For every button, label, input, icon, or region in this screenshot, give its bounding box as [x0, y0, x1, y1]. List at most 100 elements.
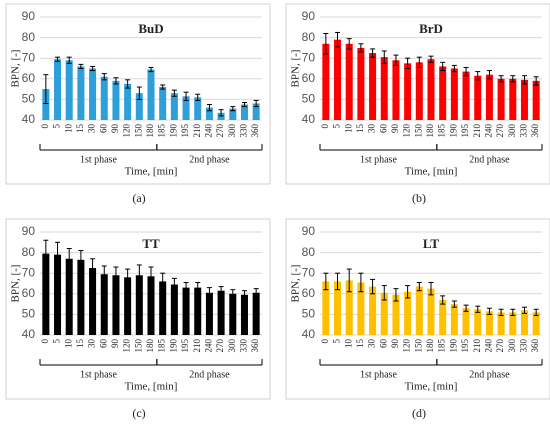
bar	[124, 83, 132, 120]
panel-label: (d)	[412, 406, 426, 420]
x-tick-label: 300	[507, 339, 517, 353]
x-tick-label: 270	[215, 339, 225, 353]
error-bar	[405, 285, 411, 299]
bar	[252, 103, 260, 120]
y-tick-label: 90	[302, 9, 316, 23]
bar	[229, 108, 237, 120]
bar	[497, 312, 505, 335]
error-bar	[90, 65, 96, 72]
panel-frame	[5, 218, 271, 400]
panel-frame	[5, 3, 271, 185]
bar	[42, 253, 50, 335]
y-tick-label: 90	[22, 224, 36, 238]
group-label: 2nd phase	[189, 154, 230, 165]
x-axis-title: Time, [min]	[125, 166, 178, 178]
x-tick-label: 120	[402, 339, 412, 353]
error-bar	[381, 50, 387, 64]
x-tick-label: 180	[425, 124, 435, 138]
group-label: 2nd phase	[469, 154, 510, 165]
x-tick-label: 150	[133, 124, 143, 138]
bar	[427, 59, 435, 120]
x-tick-label: 90	[390, 339, 400, 349]
x-tick-label: 270	[495, 339, 505, 353]
x-tick-label: 190	[168, 339, 178, 353]
x-tick-label: 190	[448, 339, 458, 353]
bar	[217, 112, 225, 120]
bar	[404, 63, 412, 120]
chart-title: BrD	[419, 21, 443, 36]
error-bar	[463, 66, 469, 77]
error-bar	[346, 268, 352, 293]
x-tick-label: 240	[203, 339, 213, 353]
x-tick-label: 240	[483, 124, 493, 138]
error-bar	[440, 61, 446, 72]
y-tick-label: 40	[22, 112, 36, 126]
x-tick-label: 30	[367, 124, 377, 134]
bar	[345, 43, 353, 120]
panel-label: (b)	[412, 191, 426, 205]
error-bar	[55, 56, 61, 62]
bar	[439, 66, 447, 120]
x-axis-title: Time, [min]	[125, 381, 178, 393]
bar	[89, 68, 97, 120]
bar	[462, 308, 470, 335]
bar	[100, 76, 108, 120]
bar	[485, 74, 493, 120]
error-bar	[66, 247, 72, 270]
x-tick-label: 60	[378, 124, 388, 134]
y-tick-label: 50	[22, 92, 36, 106]
y-axis-title: BPN, [-]	[10, 50, 22, 88]
x-tick-label: 15	[75, 124, 85, 134]
y-tick-label: 60	[302, 71, 316, 85]
x-tick-label: 190	[448, 124, 458, 138]
error-bar	[148, 266, 154, 287]
error-bar	[206, 104, 212, 112]
y-tick-label: 50	[302, 307, 316, 321]
x-tick-label: 0	[40, 124, 50, 129]
error-bar	[230, 289, 236, 299]
error-bar	[440, 295, 446, 305]
y-axis-title: BPN, [-]	[10, 265, 22, 303]
x-tick-label: 180	[425, 339, 435, 353]
error-bar	[183, 281, 189, 294]
error-bar	[195, 93, 201, 101]
x-axis-title: Time, [min]	[405, 166, 458, 178]
x-tick-label: 90	[390, 124, 400, 134]
error-bar	[475, 71, 481, 81]
y-tick-label: 40	[302, 112, 316, 126]
y-tick-label: 70	[302, 265, 316, 279]
error-bar	[218, 286, 224, 296]
group-label: 2nd phase	[469, 369, 510, 380]
error-bar	[498, 308, 504, 316]
bar	[65, 60, 73, 120]
error-bar	[101, 265, 107, 283]
x-tick-label: 90	[110, 339, 120, 349]
bar	[229, 293, 237, 335]
bar	[112, 80, 120, 120]
x-tick-label: 195	[180, 339, 190, 353]
bar	[462, 71, 470, 120]
x-tick-label: 30	[87, 124, 97, 134]
x-tick-label: 330	[239, 124, 249, 138]
x-tick-label: 195	[460, 124, 470, 138]
y-tick-label: 70	[302, 50, 316, 64]
y-tick-label: 80	[22, 30, 36, 44]
error-bar	[43, 239, 49, 268]
bar	[124, 277, 132, 335]
error-bar	[195, 281, 201, 294]
x-tick-label: 5	[52, 124, 62, 129]
bar	[205, 107, 213, 120]
bar	[532, 80, 540, 120]
error-bar	[428, 281, 434, 296]
bar	[474, 75, 482, 120]
x-tick-label: 15	[355, 124, 365, 134]
x-tick-label: 15	[75, 339, 85, 349]
error-bar	[125, 79, 131, 89]
x-tick-label: 60	[378, 339, 388, 349]
bar	[520, 310, 528, 335]
error-bar	[463, 304, 469, 312]
error-bar	[405, 57, 411, 69]
x-tick-label: 185	[157, 339, 167, 353]
